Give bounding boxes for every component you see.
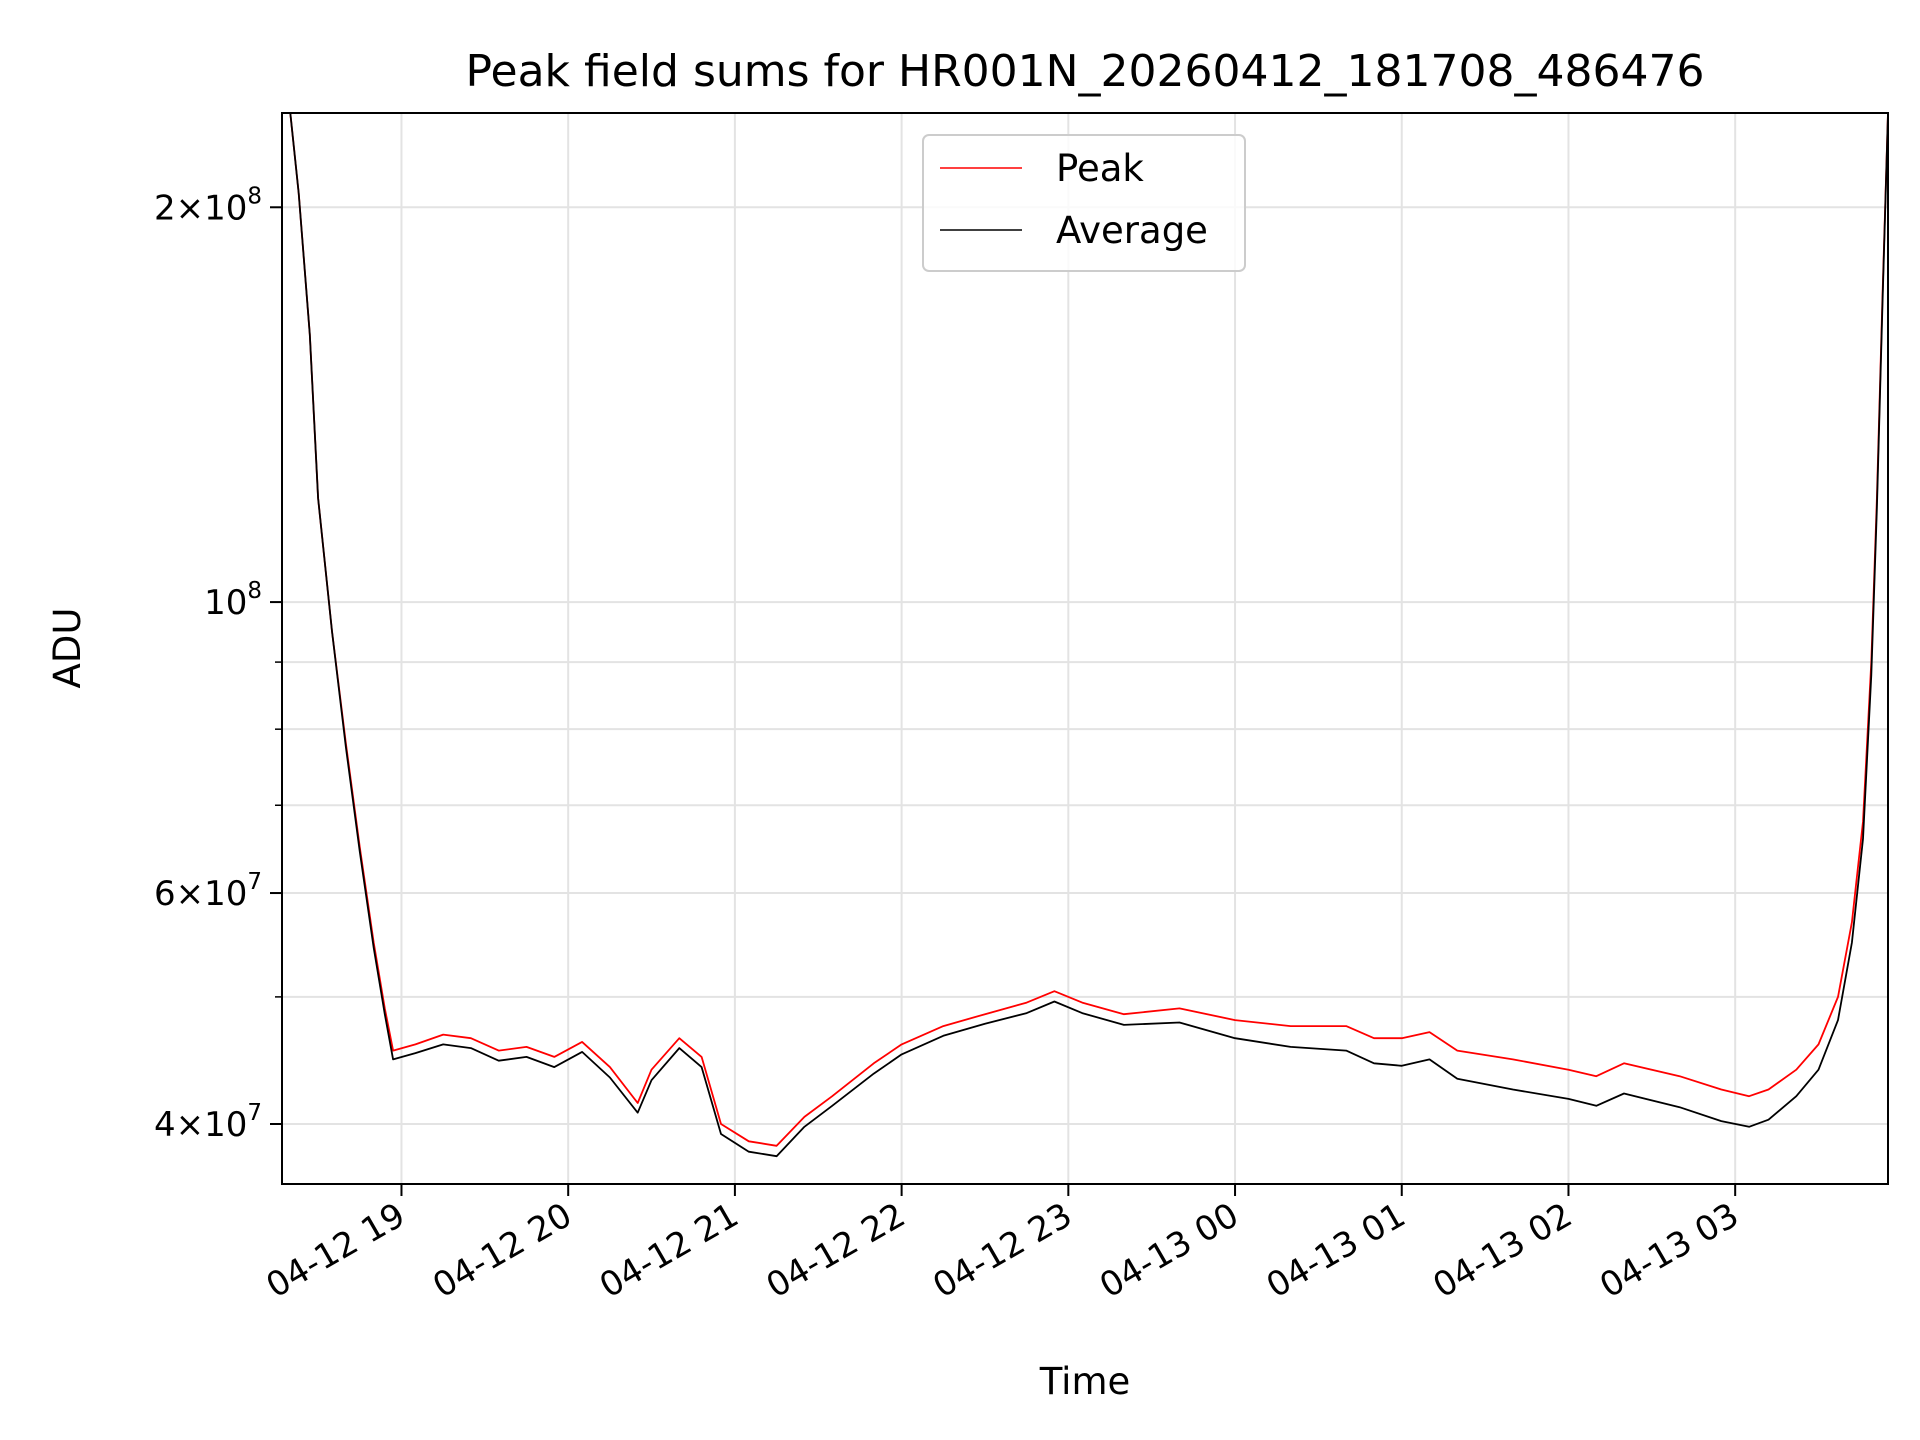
series-layer <box>282 112 1889 1158</box>
y-axis-ticks: 4×107 6×107 108 2×108 <box>154 183 282 1145</box>
legend-label-peak: Peak <box>1056 147 1144 190</box>
plot-frame <box>281 112 1889 1185</box>
grid <box>282 113 1888 1184</box>
y-tick-label: 4×107 <box>154 1100 262 1145</box>
legend-label-average: Average <box>1056 209 1208 252</box>
y-axis-label: ADU <box>46 608 89 689</box>
legend: Peak Average <box>922 134 1246 272</box>
legend-box <box>922 134 1246 272</box>
y-tick-label: 6×107 <box>154 869 262 914</box>
y-tick-label: 2×108 <box>154 183 262 228</box>
y-tick-label: 108 <box>204 578 262 623</box>
series-line-average <box>282 112 1889 1158</box>
x-axis-label: Time <box>1039 1360 1131 1403</box>
series-line-peak <box>282 112 1889 1147</box>
chart-title: Peak field sums for HR001N_20260412_1817… <box>466 46 1705 97</box>
